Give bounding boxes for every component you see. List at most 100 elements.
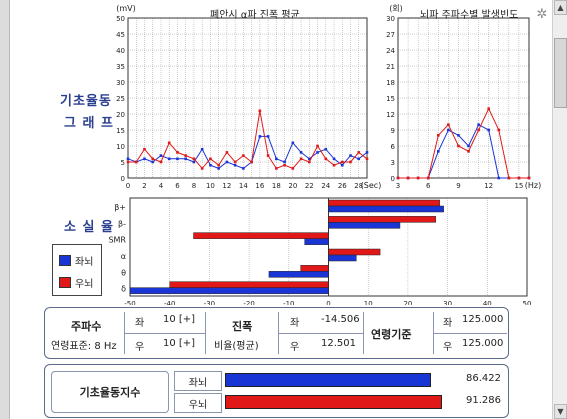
x-tick-label: 40: [483, 300, 492, 305]
x-tick-label: 14: [239, 182, 248, 190]
data-point: [275, 157, 278, 161]
data-point: [406, 176, 410, 180]
amp-left-label: 좌: [290, 318, 300, 329]
data-point: [396, 176, 400, 180]
legend-label-right: 우뇌: [75, 278, 94, 290]
legend-item-left: 좌뇌: [59, 253, 93, 268]
bar-left-brain: [268, 271, 329, 278]
scroll-down-arrow-icon[interactable]: ▼: [554, 404, 567, 419]
gear-icon[interactable]: ✲: [536, 7, 548, 22]
y-tick-label: 40: [116, 47, 125, 55]
divider: [279, 333, 363, 334]
x-tick-label: 28: [354, 182, 363, 190]
data-point: [437, 150, 440, 153]
data-point: [266, 135, 270, 138]
data-point: [299, 151, 303, 154]
x-tick-label: 0: [326, 300, 330, 305]
y-tick-label: 25: [116, 95, 125, 103]
data-point: [497, 176, 501, 180]
y-tick-label: 15: [386, 95, 395, 103]
scrollbar-thumb[interactable]: [554, 38, 567, 108]
category-label: δ: [121, 285, 126, 294]
x-tick-label: -40: [164, 300, 175, 305]
age-left-value: 125.000: [462, 314, 504, 325]
x-tick-label: 20: [403, 300, 412, 305]
amp-sub: 비율(평균): [214, 341, 259, 352]
data-point: [242, 154, 245, 157]
y-tick-label: 6: [391, 143, 396, 151]
frequency-chart-title: 뇌파 주파수별 발생빈도: [420, 10, 519, 21]
y-tick-label: 24: [386, 47, 395, 55]
data-point: [426, 176, 430, 180]
vertical-scrollbar[interactable]: ▲ ▼: [552, 0, 567, 419]
y-tick-label: 10: [116, 143, 125, 151]
y-tick-label: 35: [116, 63, 125, 71]
data-point: [447, 123, 450, 126]
legend-swatch-right: [59, 276, 71, 288]
x-tick-label: 10: [364, 300, 373, 305]
data-point: [316, 151, 319, 154]
y-tick-label: 50: [116, 15, 125, 23]
data-point: [308, 160, 311, 164]
freq-left-value: 10 [+]: [163, 314, 196, 325]
data-point: [184, 154, 187, 157]
data-point: [176, 151, 179, 154]
x-tick-label: 8: [192, 182, 196, 190]
data-point: [497, 128, 501, 132]
data-point: [467, 144, 470, 148]
legend-item-right: 우뇌: [59, 275, 94, 290]
bar-left-brain: [328, 222, 401, 229]
y-tick-label: 12: [386, 111, 395, 119]
x-tick-label: 50: [523, 300, 532, 305]
data-point: [209, 163, 212, 167]
y-axis-unit: (회): [389, 4, 403, 13]
data-point: [143, 157, 146, 161]
x-tick-label: 6: [426, 182, 431, 190]
data-point: [217, 167, 220, 170]
data-point: [487, 128, 490, 132]
age-title: 연령기준: [371, 328, 412, 341]
series-line-right: [128, 110, 368, 170]
data-point: [225, 160, 229, 164]
data-point: [324, 157, 328, 161]
x-tick-label: 6: [175, 182, 180, 190]
data-point: [200, 147, 204, 151]
scroll-up-arrow-icon[interactable]: ▲: [554, 0, 567, 15]
data-point: [291, 167, 295, 170]
data-point: [457, 134, 460, 137]
rhythm-index-right-value: 91.286: [466, 395, 501, 406]
divider: [433, 312, 434, 354]
x-tick-label: 16: [255, 182, 264, 190]
data-point: [357, 151, 361, 154]
y-tick-label: 0: [391, 175, 395, 183]
bar-right-brain: [300, 265, 329, 272]
data-point: [143, 147, 146, 151]
data-point: [258, 135, 262, 138]
data-point: [192, 160, 196, 164]
x-axis-unit: (Hz): [525, 181, 541, 190]
x-tick-label: 3: [396, 182, 400, 190]
data-point: [176, 157, 179, 161]
legend-swatch-left: [59, 254, 71, 266]
divider: [434, 333, 507, 334]
category-label: α: [121, 252, 126, 261]
category-label: SMR: [108, 236, 126, 245]
x-tick-label: 15: [514, 182, 523, 190]
bar-right-brain: [193, 232, 329, 239]
data-point: [357, 157, 361, 161]
y-tick-label: 3: [391, 159, 395, 167]
age-left-label: 좌: [443, 318, 453, 329]
data-point: [332, 157, 336, 161]
data-point: [299, 157, 303, 161]
bar-right-brain: [328, 199, 440, 207]
data-point: [365, 157, 369, 161]
y-tick-label: 21: [386, 63, 395, 71]
data-point: [159, 160, 163, 164]
x-tick-label: -30: [204, 300, 215, 305]
data-point: [340, 163, 344, 167]
divider: [363, 312, 364, 354]
x-tick-label: 24: [321, 182, 330, 190]
bar-left-brain: [328, 254, 357, 262]
data-point: [517, 176, 521, 180]
data-point: [487, 107, 490, 110]
